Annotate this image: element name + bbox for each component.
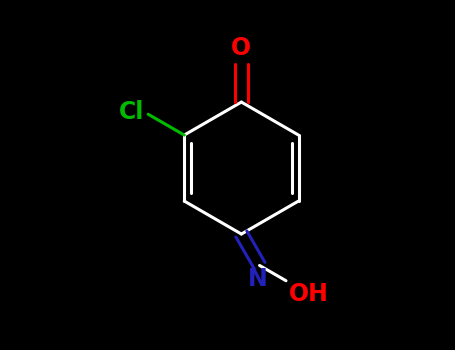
Text: N: N bbox=[248, 267, 268, 291]
Text: OH: OH bbox=[289, 282, 329, 307]
Text: O: O bbox=[231, 36, 252, 60]
Text: Cl: Cl bbox=[119, 100, 145, 125]
